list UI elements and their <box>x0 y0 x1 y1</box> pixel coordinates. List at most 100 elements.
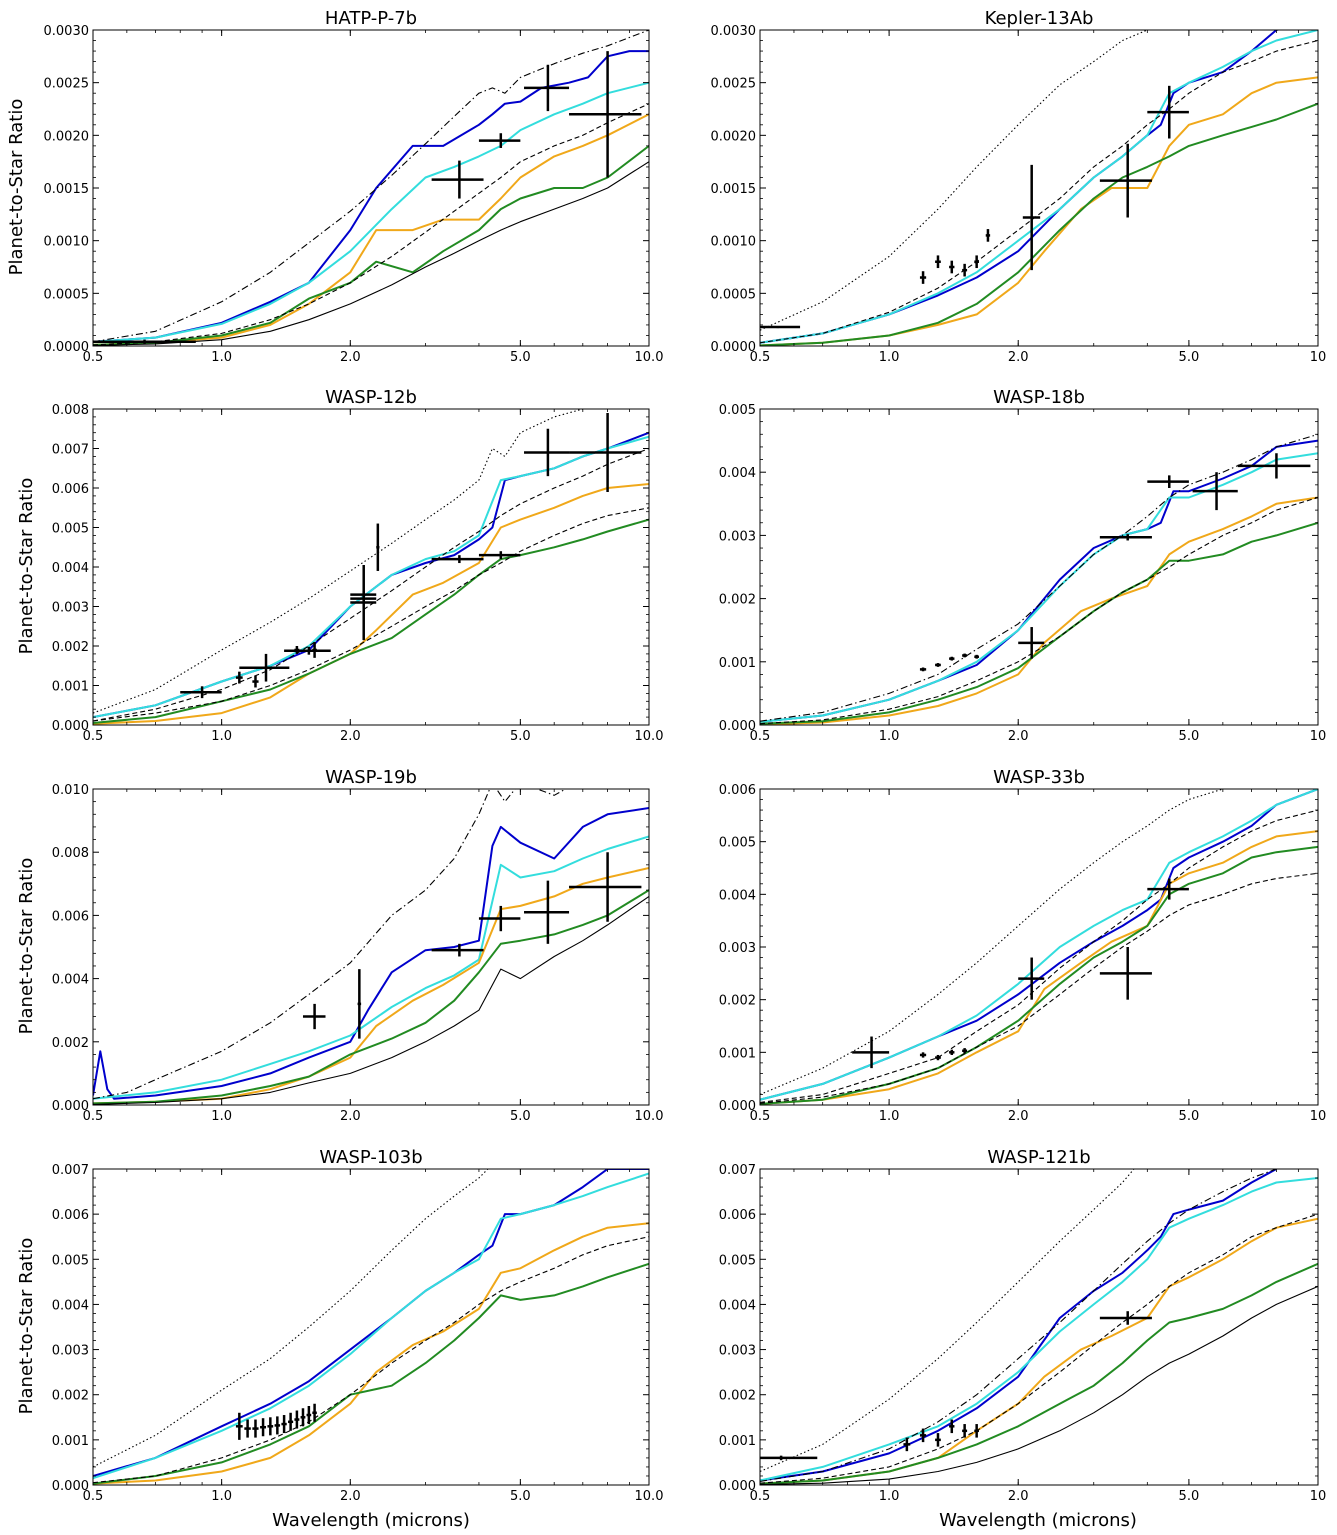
x-tick-label: 0.5 <box>750 729 771 744</box>
x-tick-label: 5.0 <box>1179 729 1200 744</box>
series-line-4 <box>760 521 1318 725</box>
observations <box>302 852 642 1039</box>
y-tick-label: 0.003 <box>719 941 756 956</box>
panel-title: WASP-121b <box>987 1147 1090 1168</box>
data-point-5 <box>974 654 979 659</box>
y-tick-label: 0.001 <box>719 1434 756 1449</box>
data-point-2 <box>903 1437 911 1452</box>
series-line-3 <box>93 1222 649 1485</box>
y-tick-label: 0.0000 <box>44 340 90 355</box>
data-point-9 <box>1099 143 1152 218</box>
y-tick-label: 0.002 <box>719 994 756 1009</box>
y-tick-label: 0.002 <box>52 640 89 655</box>
y-tick-label: 0.004 <box>52 1298 89 1313</box>
x-tick-label: 1.0 <box>879 1109 900 1124</box>
y-axis-label-row-4: Planet-to-Star Ratio <box>16 1238 37 1415</box>
data-point-10 <box>1237 453 1311 479</box>
data-point-6 <box>274 1416 281 1435</box>
data-point-6 <box>1018 627 1045 659</box>
y-tick-label: 0.0030 <box>44 24 90 39</box>
x-tick-label: 1.0 <box>211 1489 232 1504</box>
x-tick-label: 0.5 <box>83 350 104 365</box>
series-line-1 <box>760 30 1281 344</box>
data-point-4 <box>935 1433 941 1447</box>
series-line-6 <box>93 1169 489 1468</box>
panels: 0.5 1.0 2.0 5.0 10.00.00000.00050.00100.0015… <box>44 8 1327 1504</box>
data-point-10 <box>350 594 377 603</box>
series-line-6 <box>760 809 1318 1103</box>
data-point-6 <box>569 852 642 922</box>
data-point-1 <box>760 325 801 329</box>
series-line-2 <box>760 789 1318 1101</box>
model-curves <box>760 1169 1318 1485</box>
x-tick-label: 10 <box>1310 729 1327 744</box>
y-tick-label: 0.002 <box>52 1389 89 1404</box>
series-line-6 <box>760 1213 1318 1484</box>
series-line-7 <box>93 409 585 714</box>
x-tick-label: 2.0 <box>1008 350 1029 365</box>
series-line-2 <box>93 1172 649 1480</box>
x-tick-label: 10 <box>1310 1489 1327 1504</box>
data-point-8 <box>1022 164 1041 271</box>
x-tick-label: 10.0 <box>635 1109 664 1124</box>
plot-frame <box>759 29 1319 347</box>
data-point-1 <box>180 686 222 699</box>
x-tick-label: 1.0 <box>879 350 900 365</box>
y-tick-label: 0.006 <box>719 783 756 798</box>
observations <box>852 878 1189 1069</box>
y-tick-label: 0.002 <box>719 593 756 608</box>
data-point-7 <box>1099 534 1152 541</box>
y-tick-label: 0.005 <box>719 403 756 418</box>
series-line-7 <box>760 789 1225 1096</box>
x-tick-label: 0.5 <box>83 729 104 744</box>
x-tick-label: 1.0 <box>879 729 900 744</box>
y-tick-label: 0.008 <box>52 403 89 418</box>
series-line-8 <box>760 1169 1135 1473</box>
data-point-4 <box>524 64 570 112</box>
model-curves <box>760 30 1318 346</box>
panel-title: Kepler-13Ab <box>985 8 1094 29</box>
y-tick-label: 0.005 <box>52 1253 89 1268</box>
y-tick-label: 0.004 <box>52 561 89 576</box>
model-curves <box>93 409 649 725</box>
series-line-6 <box>760 433 1318 722</box>
series-line-4 <box>93 1262 649 1485</box>
y-tick-label: 0.006 <box>52 1208 89 1223</box>
plot-frame <box>759 408 1319 726</box>
plot-frame <box>759 1168 1319 1486</box>
y-tick-label: 0.000 <box>719 1479 756 1494</box>
data-point-3 <box>252 1419 259 1438</box>
data-point-4 <box>962 653 968 658</box>
x-tick-label: 2.0 <box>1008 1109 1029 1124</box>
series-line-4 <box>93 145 649 346</box>
y-tick-label: 0.0020 <box>711 129 757 144</box>
panel-1: 0.5 1.0 2.0 5.0 10.0 0.0000 0.0005 0.0010 0.0015… <box>44 8 664 365</box>
y-tick-label: 0.0005 <box>44 287 90 302</box>
data-point-11 <box>376 523 380 571</box>
series-line-6 <box>93 103 649 346</box>
y-tick-label: 0.001 <box>52 1434 89 1449</box>
data-point-14 <box>524 428 570 477</box>
series-line-5 <box>760 1285 1318 1485</box>
data-point-7 <box>974 1424 979 1438</box>
y-tick-label: 0.0025 <box>711 77 757 92</box>
observations <box>760 1311 1152 1461</box>
y-tick-label: 0.003 <box>719 1344 756 1359</box>
model-curves <box>760 433 1318 725</box>
y-tick-label: 0.007 <box>52 443 89 458</box>
y-tick-label: 0.007 <box>52 1163 89 1178</box>
data-point-2 <box>357 969 362 1039</box>
series-line-2 <box>760 30 1318 344</box>
x-axis-label-right: Wavelength (microns) <box>939 1510 1137 1531</box>
data-point-2 <box>935 663 941 667</box>
series-line-1 <box>760 439 1318 723</box>
data-point-7 <box>312 642 317 658</box>
data-point-1 <box>235 1412 243 1440</box>
series-line-3 <box>93 113 649 346</box>
panel-title: HATP-P-7b <box>325 8 417 29</box>
panel-8: 0.5 1.0 2.0 5.0 10 0.000 0.001 0.002 0.003 0.004 0… <box>719 1147 1326 1504</box>
panel-title: WASP-12b <box>325 387 417 408</box>
series-line-4 <box>760 1262 1318 1485</box>
series-line-4 <box>93 518 649 724</box>
data-point-3 <box>935 1054 941 1061</box>
